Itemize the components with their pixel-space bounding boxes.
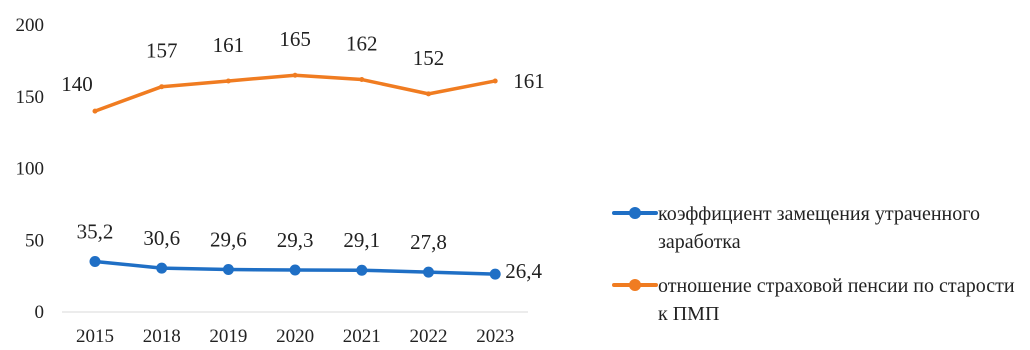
- x-tick-label: 2022: [410, 326, 448, 347]
- data-label-replacement-ratio: 29,6: [210, 228, 247, 252]
- x-axis-ticks: 2015 2018 2019 2020 2021 2022 2023: [76, 326, 514, 347]
- data-label-replacement-ratio: 27,8: [410, 230, 447, 254]
- data-point-replacement-ratio: [489, 268, 501, 280]
- legend-label-pension-ratio: отношение страховой пенсии по старости к…: [658, 275, 1015, 325]
- data-point-pension-ratio: [159, 84, 165, 90]
- x-tick-label: 2018: [143, 326, 181, 347]
- legend-item-replacement-ratio: коэффициент замещения утраченного зарабо…: [612, 200, 1022, 256]
- data-label-pension-ratio: 140: [61, 72, 93, 96]
- data-label-pension-ratio: 161: [213, 33, 245, 57]
- x-tick-label: 2015: [76, 326, 114, 347]
- legend-label-replacement-ratio: коэффициент замещения утраченного зарабо…: [658, 203, 980, 253]
- data-point-replacement-ratio: [356, 264, 368, 276]
- y-tick-label: 200: [16, 15, 45, 36]
- data-point-pension-ratio: [292, 72, 298, 78]
- data-point-replacement-ratio: [222, 264, 234, 276]
- x-tick-label: 2023: [476, 326, 514, 347]
- x-tick-label: 2019: [209, 326, 247, 347]
- series-layer: [89, 72, 501, 280]
- data-label-replacement-ratio: 35,2: [77, 219, 114, 243]
- y-tick-label: 100: [16, 159, 45, 180]
- y-tick-label: 150: [16, 87, 45, 108]
- legend: коэффициент замещения утраченного зарабо…: [612, 200, 1022, 344]
- data-label-pension-ratio: 152: [413, 46, 445, 70]
- y-tick-label: 50: [25, 230, 44, 251]
- y-tick-label: 0: [35, 302, 45, 323]
- y-axis-ticks: 0 50 100 150 200: [16, 15, 45, 323]
- data-point-replacement-ratio: [89, 255, 101, 267]
- legend-swatch-blue: [612, 200, 658, 226]
- data-point-pension-ratio: [426, 91, 431, 97]
- data-label-pension-ratio: 165: [279, 27, 311, 51]
- data-label-pension-ratio: 162: [346, 32, 378, 56]
- data-point-replacement-ratio: [423, 266, 434, 278]
- data-label-replacement-ratio: 29,3: [277, 228, 314, 252]
- data-point-replacement-ratio: [289, 264, 301, 276]
- x-tick-label: 2020: [276, 326, 314, 347]
- legend-item-pension-ratio: отношение страховой пенсии по старости к…: [612, 272, 1022, 328]
- data-point-pension-ratio: [225, 78, 231, 84]
- data-point-pension-ratio: [92, 108, 98, 114]
- data-point-pension-ratio: [359, 77, 365, 83]
- data-label-pension-ratio: 157: [146, 39, 178, 63]
- data-label-replacement-ratio: 30,6: [143, 226, 180, 250]
- data-label-replacement-ratio: 29,1: [343, 228, 380, 252]
- data-point-replacement-ratio: [156, 262, 168, 274]
- data-label-pension-ratio: 161: [513, 69, 545, 93]
- data-point-pension-ratio: [492, 78, 498, 84]
- data-labels: 35,2 30,6 29,6 29,3 29,1 27,8 26,4 140 157 161 165…: [61, 27, 544, 283]
- series-line-pension-ratio: [93, 73, 497, 113]
- legend-swatch-orange: [612, 272, 658, 298]
- data-label-replacement-ratio: 26,4: [505, 259, 542, 283]
- x-tick-label: 2021: [343, 326, 381, 347]
